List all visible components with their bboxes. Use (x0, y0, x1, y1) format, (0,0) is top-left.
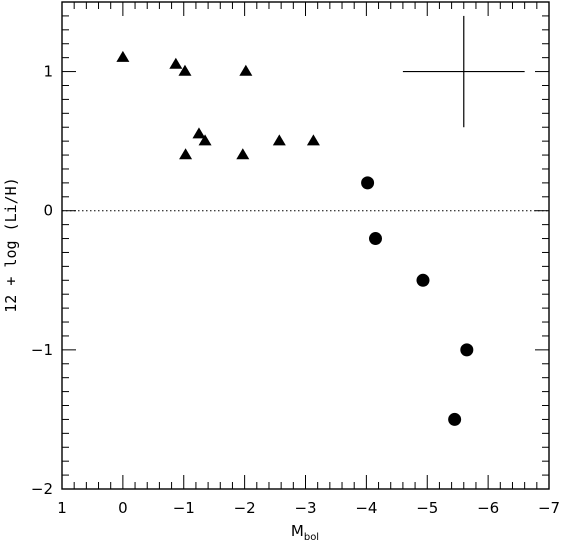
circle-point (369, 232, 383, 246)
circle-point (448, 412, 462, 426)
x-tick-label: −2 (234, 499, 256, 517)
axis-ticks (61, 1, 550, 490)
triangle-point (272, 134, 286, 146)
error-bar (402, 15, 525, 128)
triangle-point (239, 64, 253, 76)
x-axis-label: Mbol (291, 522, 319, 542)
triangle-point (192, 127, 206, 139)
triangle-point (178, 64, 192, 76)
x-tick-label: −5 (416, 499, 438, 517)
y-tick-label: 1 (43, 63, 53, 81)
tick-labels: 1 0 −1 −2 −3 −4 −5 −6 −7 1 0 −1 −2 (31, 63, 560, 517)
circle-point (460, 343, 474, 357)
x-tick-label: 0 (118, 499, 128, 517)
x-tick-label: −4 (355, 499, 377, 517)
y-tick-label: 0 (43, 202, 53, 220)
y-axis-label: 12 + log (Li/H) (2, 177, 20, 312)
circle-point (361, 176, 375, 190)
plot-frame (61, 1, 550, 490)
x-tick-label: −3 (294, 499, 316, 517)
y-tick-label: −2 (31, 480, 53, 498)
x-tick-label: 1 (57, 499, 67, 517)
circle-point (416, 273, 430, 287)
x-tick-label: −7 (538, 499, 560, 517)
triangle-point (198, 134, 212, 146)
x-tick-label: −1 (173, 499, 195, 517)
triangle-point (179, 148, 193, 160)
data-points (116, 50, 474, 426)
x-tick-label: −6 (477, 499, 499, 517)
triangle-point (169, 57, 183, 69)
y-tick-label: −1 (31, 341, 53, 359)
triangle-point (306, 134, 320, 146)
triangle-point (116, 50, 130, 62)
triangle-point (236, 148, 250, 160)
